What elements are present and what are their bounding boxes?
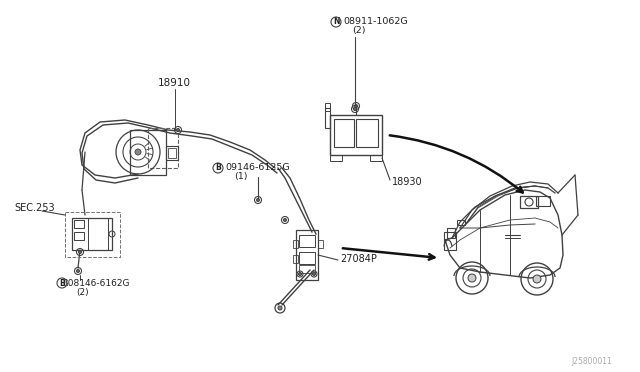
Bar bbox=[293, 240, 298, 248]
Bar bbox=[293, 255, 298, 263]
Bar bbox=[74, 232, 84, 240]
Bar bbox=[356, 119, 378, 147]
Circle shape bbox=[468, 274, 476, 282]
Bar bbox=[325, 103, 330, 111]
Text: N: N bbox=[333, 17, 339, 26]
Bar bbox=[318, 240, 323, 248]
Bar bbox=[330, 155, 342, 161]
Bar bbox=[148, 128, 178, 168]
Bar bbox=[72, 218, 112, 250]
Text: (1): (1) bbox=[234, 173, 248, 182]
Circle shape bbox=[284, 218, 287, 221]
Bar bbox=[299, 252, 315, 264]
Text: 09146-6125G: 09146-6125G bbox=[225, 164, 290, 173]
Text: 18910: 18910 bbox=[158, 78, 191, 88]
Text: 08911-1062G: 08911-1062G bbox=[343, 17, 408, 26]
Text: 18930: 18930 bbox=[392, 177, 422, 187]
Bar bbox=[168, 148, 176, 158]
Circle shape bbox=[533, 275, 541, 283]
Text: SEC.253: SEC.253 bbox=[14, 203, 54, 213]
Bar bbox=[88, 218, 108, 250]
Text: B: B bbox=[215, 164, 221, 173]
Text: J25800011: J25800011 bbox=[572, 357, 612, 366]
Circle shape bbox=[77, 269, 79, 273]
Bar bbox=[130, 130, 166, 175]
Circle shape bbox=[355, 105, 358, 108]
Text: (2): (2) bbox=[352, 26, 365, 35]
Circle shape bbox=[135, 149, 141, 155]
Bar bbox=[299, 265, 315, 273]
Circle shape bbox=[353, 108, 356, 110]
Bar bbox=[370, 155, 382, 161]
Bar bbox=[447, 228, 455, 238]
Bar bbox=[325, 108, 330, 128]
Bar bbox=[444, 232, 456, 250]
Bar bbox=[74, 220, 84, 228]
Circle shape bbox=[312, 273, 316, 276]
Bar bbox=[296, 230, 318, 280]
Circle shape bbox=[177, 128, 179, 131]
Bar bbox=[299, 235, 315, 247]
Bar bbox=[457, 220, 465, 225]
Text: ß08146-6162G: ß08146-6162G bbox=[62, 279, 129, 288]
Circle shape bbox=[278, 306, 282, 310]
Circle shape bbox=[79, 250, 81, 253]
Bar bbox=[166, 146, 178, 160]
Bar bbox=[536, 196, 550, 206]
Bar bbox=[330, 115, 382, 155]
Bar bbox=[334, 119, 354, 147]
Text: (2): (2) bbox=[76, 288, 88, 296]
Bar bbox=[65, 212, 120, 257]
Text: 27084P: 27084P bbox=[340, 254, 377, 264]
Circle shape bbox=[298, 273, 301, 276]
Circle shape bbox=[257, 199, 259, 202]
Bar bbox=[520, 196, 538, 208]
Text: B: B bbox=[59, 279, 65, 288]
